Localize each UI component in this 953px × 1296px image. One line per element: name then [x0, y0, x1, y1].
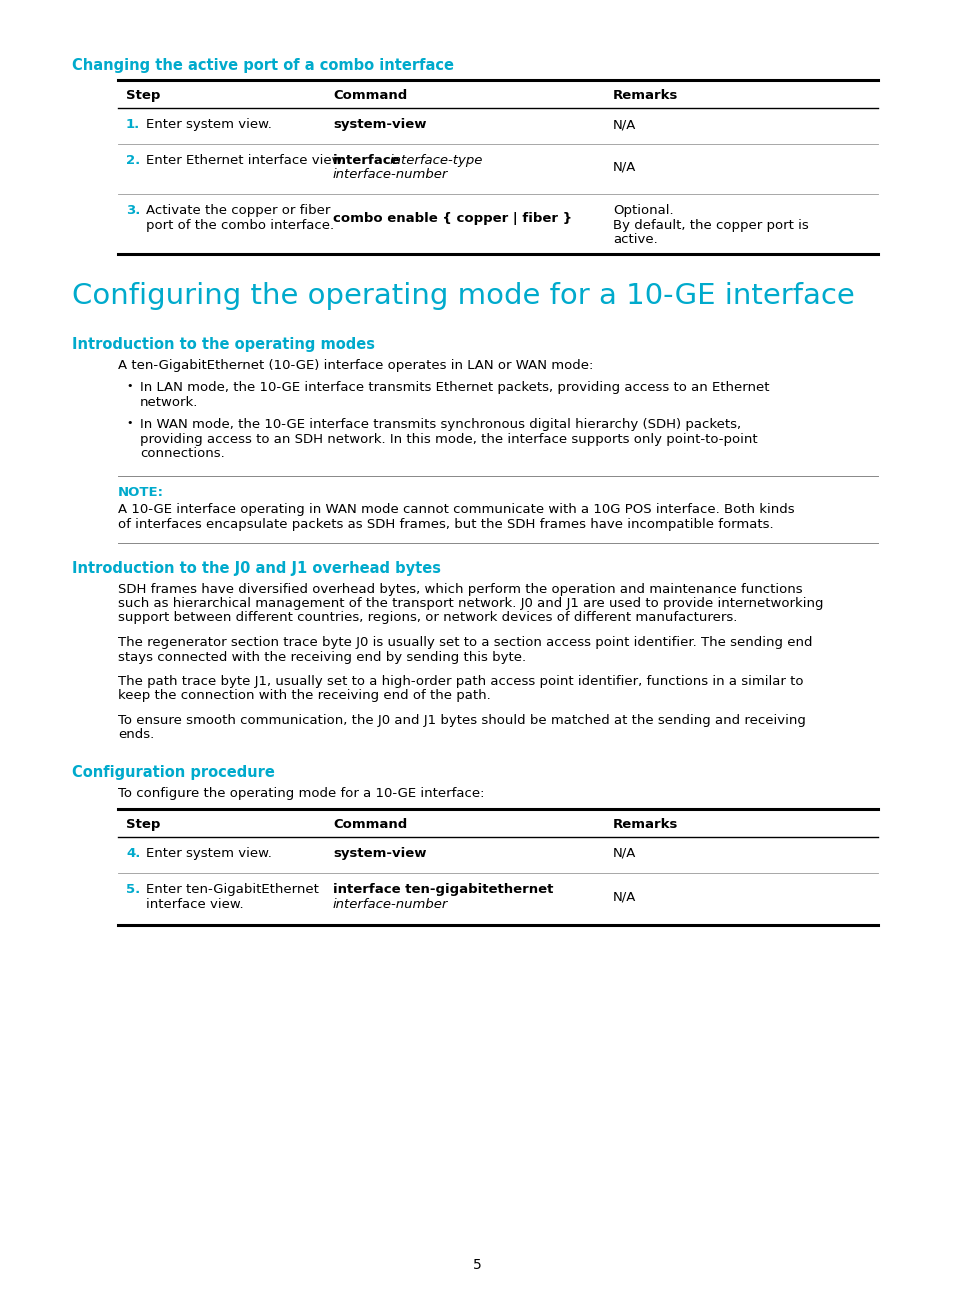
Text: The path trace byte J1, usually set to a high-order path access point identifier: The path trace byte J1, usually set to a… — [118, 675, 802, 688]
Text: The regenerator section trace byte J0 is usually set to a section access point i: The regenerator section trace byte J0 is… — [118, 636, 812, 649]
Text: 5.: 5. — [126, 883, 140, 896]
Text: providing access to an SDH network. In this mode, the interface supports only po: providing access to an SDH network. In t… — [140, 433, 757, 446]
Text: connections.: connections. — [140, 447, 225, 460]
Text: Enter system view.: Enter system view. — [146, 118, 272, 131]
Text: Step: Step — [126, 818, 160, 831]
Text: 5: 5 — [472, 1258, 481, 1271]
Text: stays connected with the receiving end by sending this byte.: stays connected with the receiving end b… — [118, 651, 525, 664]
Text: interface view.: interface view. — [146, 898, 243, 911]
Text: A ten-GigabitEthernet (10-GE) interface operates in LAN or WAN mode:: A ten-GigabitEthernet (10-GE) interface … — [118, 359, 593, 372]
Text: Command: Command — [333, 89, 407, 102]
Text: In WAN mode, the 10-GE interface transmits synchronous digital hierarchy (SDH) p: In WAN mode, the 10-GE interface transmi… — [140, 419, 740, 432]
Text: A 10-GE interface operating in WAN mode cannot communicate with a 10G POS interf: A 10-GE interface operating in WAN mode … — [118, 504, 794, 517]
Text: By default, the copper port is: By default, the copper port is — [613, 219, 808, 232]
Text: interface-number: interface-number — [333, 898, 448, 911]
Text: NOTE:: NOTE: — [118, 486, 164, 499]
Text: support between different countries, regions, or network devices of different ma: support between different countries, reg… — [118, 612, 737, 625]
Text: interface: interface — [333, 154, 400, 167]
Text: To ensure smooth communication, the J0 and J1 bytes should be matched at the sen: To ensure smooth communication, the J0 a… — [118, 714, 805, 727]
Text: ends.: ends. — [118, 728, 154, 741]
Text: combo enable { copper | fiber }: combo enable { copper | fiber } — [333, 213, 572, 226]
Text: interface ten-gigabitethernet: interface ten-gigabitethernet — [333, 883, 553, 896]
Text: Enter system view.: Enter system view. — [146, 848, 272, 861]
Text: system-view: system-view — [333, 848, 426, 861]
Text: of interfaces encapsulate packets as SDH frames, but the SDH frames have incompa: of interfaces encapsulate packets as SDH… — [118, 518, 773, 531]
Text: such as hierarchical management of the transport network. J0 and J1 are used to : such as hierarchical management of the t… — [118, 597, 822, 610]
Text: •: • — [126, 419, 132, 428]
Text: N/A: N/A — [613, 118, 636, 131]
Text: 3.: 3. — [126, 203, 140, 216]
Text: In LAN mode, the 10-GE interface transmits Ethernet packets, providing access to: In LAN mode, the 10-GE interface transmi… — [140, 381, 769, 394]
Text: Optional.: Optional. — [613, 203, 673, 216]
Text: 2.: 2. — [126, 154, 140, 167]
Text: Enter Ethernet interface view.: Enter Ethernet interface view. — [146, 154, 345, 167]
Text: N/A: N/A — [613, 890, 636, 903]
Text: interface-type: interface-type — [390, 154, 483, 167]
Text: Step: Step — [126, 89, 160, 102]
Text: N/A: N/A — [613, 159, 636, 172]
Text: Introduction to the operating modes: Introduction to the operating modes — [71, 337, 375, 353]
Text: SDH frames have diversified overhead bytes, which perform the operation and main: SDH frames have diversified overhead byt… — [118, 582, 801, 595]
Text: Configuring the operating mode for a 10-GE interface: Configuring the operating mode for a 10-… — [71, 283, 854, 310]
Text: 4.: 4. — [126, 848, 140, 861]
Text: Changing the active port of a combo interface: Changing the active port of a combo inte… — [71, 58, 454, 73]
Text: keep the connection with the receiving end of the path.: keep the connection with the receiving e… — [118, 689, 490, 702]
Text: N/A: N/A — [613, 848, 636, 861]
Text: Remarks: Remarks — [613, 89, 678, 102]
Text: Enter ten-GigabitEthernet: Enter ten-GigabitEthernet — [146, 883, 318, 896]
Text: network.: network. — [140, 395, 198, 408]
Text: active.: active. — [613, 233, 657, 246]
Text: interface-number: interface-number — [333, 168, 448, 181]
Text: port of the combo interface.: port of the combo interface. — [146, 219, 334, 232]
Text: Introduction to the J0 and J1 overhead bytes: Introduction to the J0 and J1 overhead b… — [71, 560, 440, 575]
Text: system-view: system-view — [333, 118, 426, 131]
Text: To configure the operating mode for a 10-GE interface:: To configure the operating mode for a 10… — [118, 787, 484, 800]
Text: Activate the copper or fiber: Activate the copper or fiber — [146, 203, 330, 216]
Text: 1.: 1. — [126, 118, 140, 131]
Text: •: • — [126, 381, 132, 391]
Text: Configuration procedure: Configuration procedure — [71, 765, 274, 780]
Text: Remarks: Remarks — [613, 818, 678, 831]
Text: Command: Command — [333, 818, 407, 831]
